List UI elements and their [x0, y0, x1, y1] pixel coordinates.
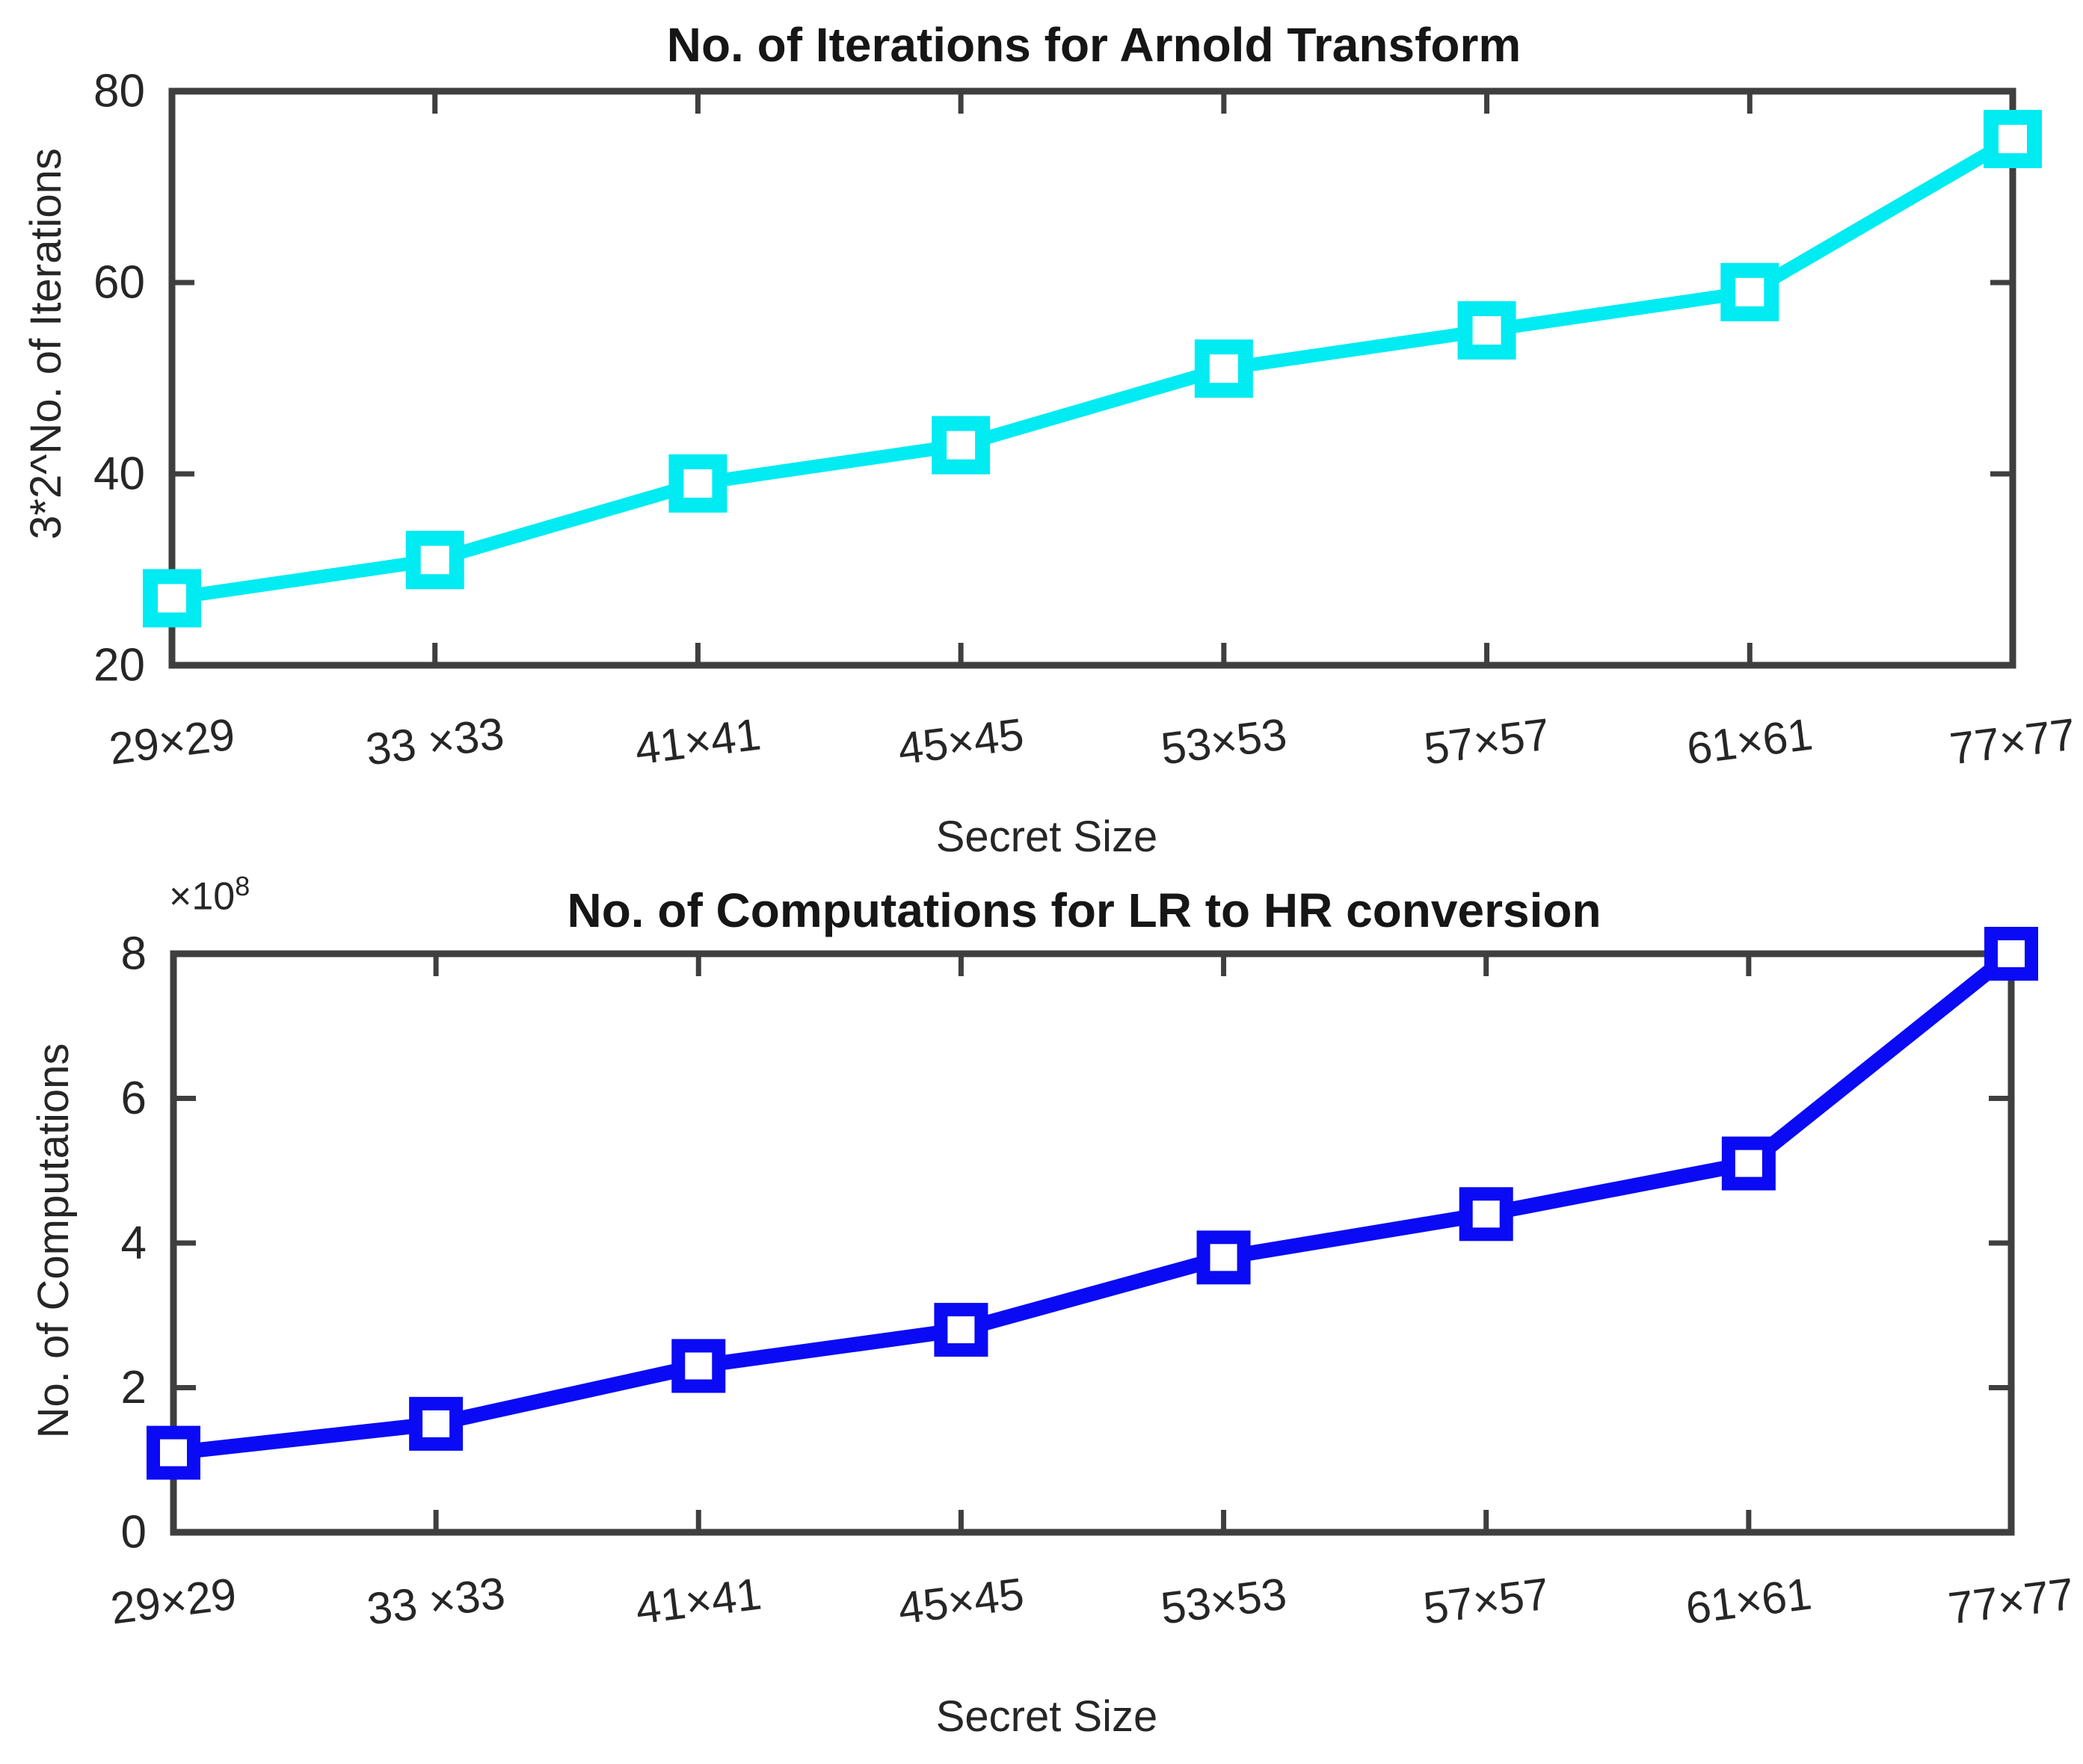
data-marker: [1984, 110, 2042, 168]
data-marker: [405, 531, 464, 590]
y-axis-multiplier: ×108: [169, 873, 250, 916]
y-tick-label: 2: [121, 1362, 147, 1413]
x-tick-label: 77×77: [1947, 709, 2078, 774]
x-tick-label: 41×41: [633, 1568, 764, 1633]
data-marker: [147, 1425, 200, 1480]
x-tick-label: 45×45: [896, 1568, 1027, 1633]
data-marker: [1459, 1187, 1513, 1242]
x-tick-label: 33 ×33: [364, 1567, 508, 1634]
x-tick-label: 41×41: [633, 709, 763, 774]
data-marker: [1721, 1136, 1776, 1191]
top-chart-title: No. of Iterations for Arnold Transform: [666, 18, 1522, 72]
data-marker: [932, 416, 991, 475]
bottom-chart-title: No. of Computations for LR to HR convers…: [567, 883, 1602, 937]
x-tick-label: 45×45: [895, 709, 1026, 774]
y-tick-label: 4: [121, 1218, 147, 1269]
x-tick-label: 57×57: [1421, 709, 1552, 774]
y-tick-label: 0: [121, 1507, 147, 1558]
data-marker: [1457, 301, 1516, 360]
data-marker: [1720, 262, 1779, 321]
data-line: [170, 133, 2016, 605]
data-marker: [671, 1339, 726, 1393]
top-x-axis-label: Secret Size: [935, 812, 1158, 861]
y-tick-label: 60: [93, 257, 145, 309]
y-axis-multiplier-exponent: 8: [235, 871, 250, 901]
data-marker: [934, 1303, 988, 1357]
y-tick-label: 20: [93, 640, 145, 691]
axis-box: [168, 87, 2016, 669]
data-marker: [668, 454, 727, 513]
data-marker: [409, 1396, 464, 1451]
y-tick-label: 80: [93, 66, 145, 117]
x-tick-label: 29×29: [106, 709, 237, 774]
x-tick-label: 33 ×33: [363, 708, 507, 774]
data-line: [172, 948, 2016, 1461]
data-marker: [143, 569, 201, 628]
data-marker: [1984, 927, 2038, 981]
y-axis-multiplier-base: ×10: [169, 875, 236, 919]
y-tick-label: 40: [93, 448, 145, 500]
data-marker: [1194, 339, 1253, 398]
bottom-y-axis-label: No. of Computations: [29, 1043, 78, 1439]
x-tick-label: 53×53: [1158, 709, 1289, 774]
x-tick-label: 53×53: [1158, 1568, 1289, 1633]
y-tick-label: 8: [121, 928, 147, 980]
y-tick-label: 6: [121, 1073, 147, 1124]
x-tick-label: 77×77: [1945, 1568, 2076, 1633]
x-tick-label: 61×61: [1684, 709, 1815, 774]
bottom-x-axis-label: Secret Size: [935, 1692, 1158, 1741]
x-tick-label: 29×29: [108, 1568, 239, 1633]
top-y-axis-label: 3*2^No. of Iterations: [22, 148, 70, 540]
x-tick-label: 61×61: [1683, 1568, 1814, 1633]
data-marker: [1196, 1230, 1251, 1285]
x-tick-label: 57×57: [1421, 1568, 1551, 1633]
